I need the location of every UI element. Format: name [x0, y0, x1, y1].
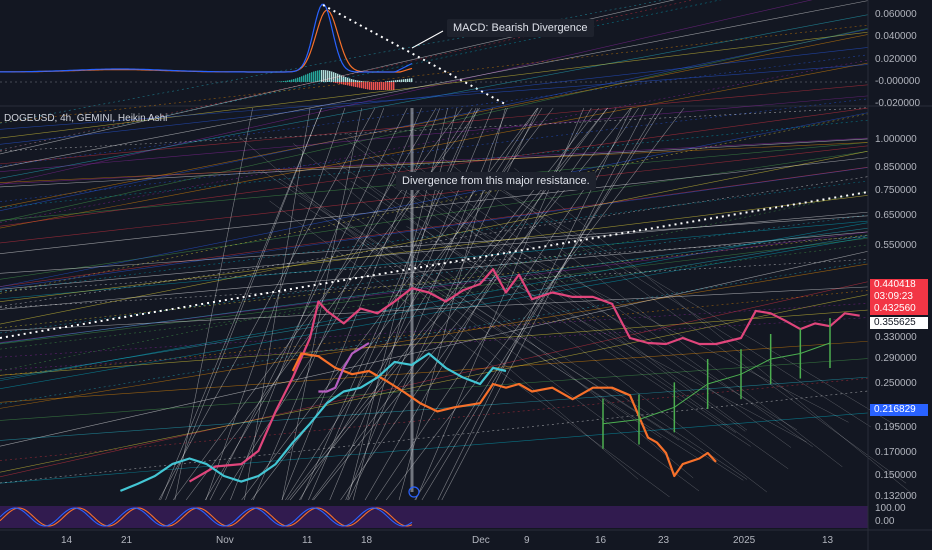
price-tag: 0.440418: [870, 279, 928, 291]
x-tick-label: 16: [595, 535, 607, 546]
stoch-tick-label: 100.00: [875, 503, 906, 514]
price-tick-label: 0.330000: [875, 332, 917, 343]
price-tick-label: 0.850000: [875, 162, 917, 173]
price-tag: 0.432560: [870, 303, 928, 315]
price-series-0: [188, 268, 860, 483]
macd-annotation: MACD: Bearish Divergence: [447, 19, 594, 37]
price-series-1: [291, 352, 717, 478]
x-tick-label: 23: [658, 535, 670, 546]
x-tick-label: 2025: [733, 535, 756, 546]
series-line-0: [188, 268, 860, 483]
series-line-3: [318, 342, 370, 393]
stoch-tick-label: 0.00: [875, 516, 895, 527]
symbol-label: DOGEUSD, 4h, GEMINI, Heikin Ashi: [4, 113, 168, 124]
price-series-3: [318, 342, 370, 393]
price-tick-label: 0.290000: [875, 353, 917, 364]
x-tick-label: 18: [361, 535, 373, 546]
price-tick-label: 0.170000: [875, 447, 917, 458]
macd-tick-label: 0.020000: [875, 53, 917, 65]
x-tick-label: 21: [121, 535, 133, 546]
macd-tick-label: -0.020000: [875, 98, 921, 110]
price-series-2: [119, 352, 507, 492]
macd-tick-label: 0.060000: [875, 9, 917, 20]
price-tick-label: 0.650000: [875, 210, 917, 221]
price-tick-label: 0.195000: [875, 422, 917, 433]
x-tick-label: 9: [524, 535, 530, 546]
series-line-2: [119, 352, 507, 492]
price-tag: 0.355625: [870, 317, 928, 329]
x-tick-label: Dec: [472, 535, 490, 546]
price-tick-label: 0.132000: [875, 491, 917, 502]
price-tag: 03:09:23: [870, 291, 928, 303]
macd-tick-label: 0.040000: [875, 31, 917, 43]
price-tick-label: 0.750000: [875, 185, 917, 196]
price-tick-label: 0.550000: [875, 240, 917, 251]
price-tick-label: 0.150000: [875, 470, 917, 481]
resistance-annotation: Divergence from this major resistance.: [396, 172, 596, 190]
x-tick-label: 13: [822, 535, 834, 546]
price-tick-label: 0.250000: [875, 378, 917, 389]
series-line-4: [602, 342, 831, 425]
price-tick-label: 1.000000: [875, 134, 917, 145]
macd-tick-label: -0.000000: [875, 76, 921, 87]
x-tick-label: Nov: [216, 535, 234, 546]
series-line-1: [291, 352, 717, 478]
price-pane: [0, 0, 932, 501]
x-tick-label: 11: [302, 535, 313, 546]
price-series-4: [602, 318, 831, 449]
price-tag: 0.216829: [870, 404, 928, 416]
stoch-pane: [0, 506, 868, 528]
macd-pane: [0, 0, 868, 105]
x-tick-label: 14: [61, 535, 73, 546]
